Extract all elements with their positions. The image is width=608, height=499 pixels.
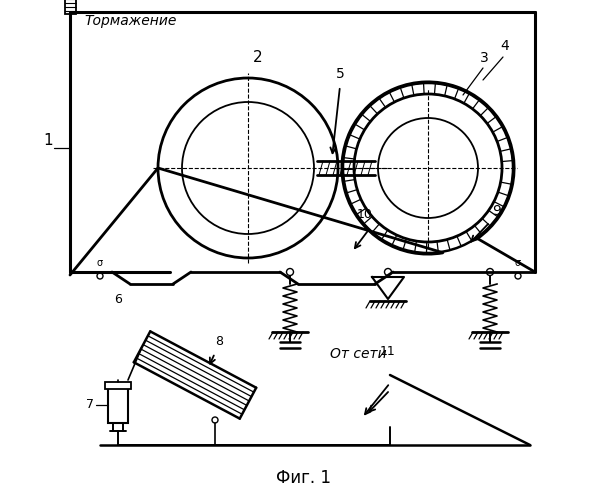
Bar	[105, 382, 131, 389]
Text: 1: 1	[43, 133, 53, 148]
Text: Тормажение: Тормажение	[84, 14, 176, 28]
Bar	[108, 387, 128, 423]
Text: 3: 3	[480, 51, 489, 65]
Text: σ: σ	[515, 258, 521, 268]
Text: 6: 6	[114, 293, 122, 306]
Text: σ: σ	[97, 258, 103, 268]
Text: 7: 7	[86, 399, 94, 412]
Text: 10: 10	[357, 208, 373, 221]
Text: 4: 4	[500, 39, 509, 53]
Text: От сети: От сети	[330, 347, 387, 361]
Bar	[65, 0, 76, 14]
Text: 2: 2	[253, 50, 263, 65]
Text: Фиг. 1: Фиг. 1	[277, 469, 331, 487]
Text: 5: 5	[336, 67, 344, 81]
Text: 9: 9	[492, 204, 501, 218]
Text: 8: 8	[215, 335, 223, 348]
Text: 11: 11	[380, 345, 396, 358]
